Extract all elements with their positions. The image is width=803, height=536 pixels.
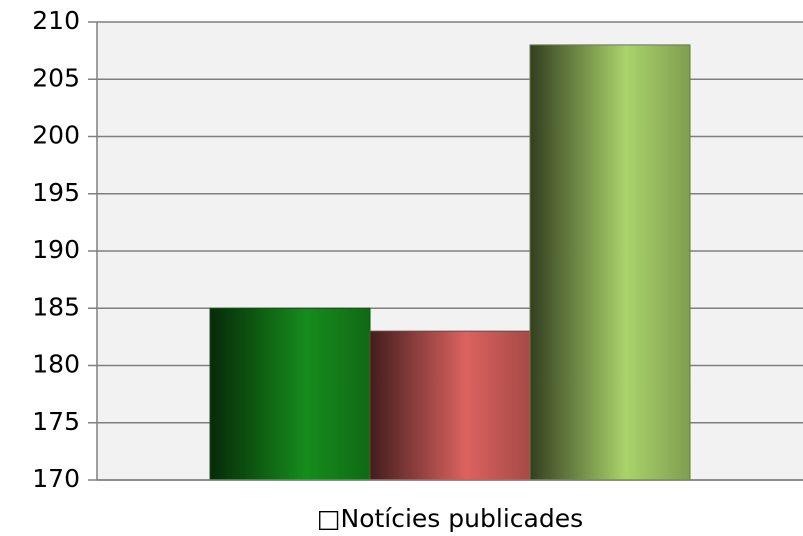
y-tick-label: 210	[32, 6, 80, 35]
bar	[209, 307, 371, 481]
x-tick-label: □Notícies publicades	[317, 504, 583, 533]
y-tick-label: 205	[32, 63, 80, 92]
y-tick-label: 185	[32, 292, 80, 321]
bar	[529, 44, 691, 481]
y-tick-label: 170	[32, 464, 80, 493]
y-tick-label: 180	[32, 350, 80, 379]
y-tick-label: 175	[32, 407, 80, 436]
y-tick-label: 200	[32, 121, 80, 150]
y-tick-label: 195	[32, 178, 80, 207]
bar	[369, 330, 531, 481]
y-tick-label: 190	[32, 235, 80, 264]
